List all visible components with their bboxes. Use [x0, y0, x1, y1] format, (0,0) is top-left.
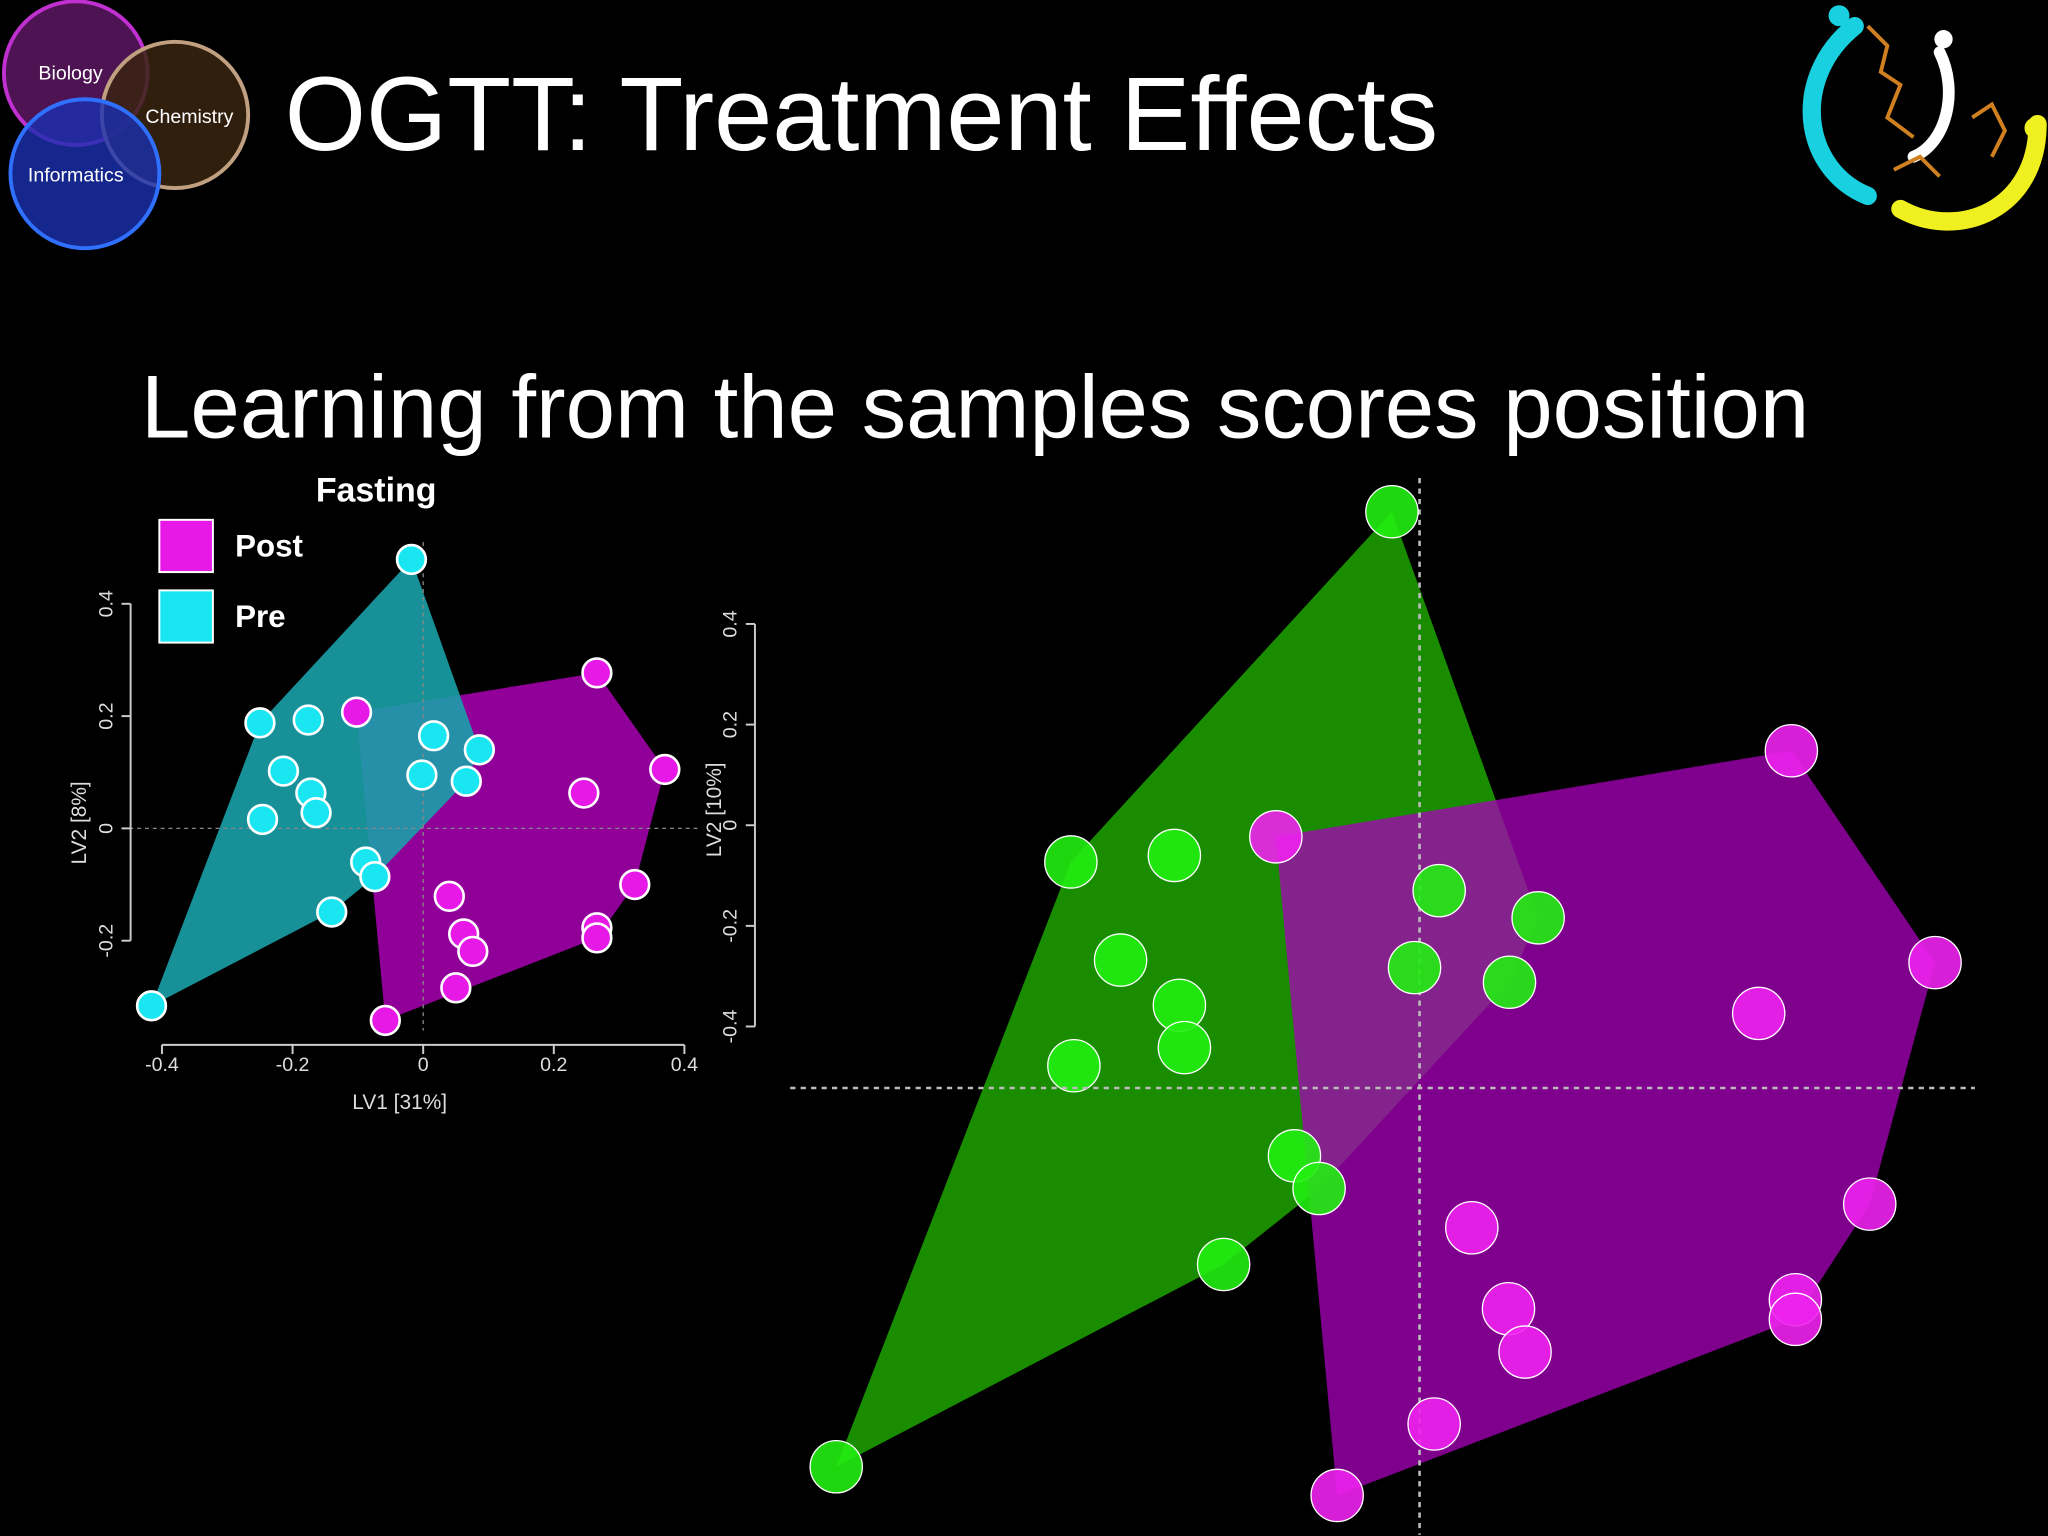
point [433, 880, 465, 913]
y-tick-label: 0 [720, 820, 742, 831]
point [1511, 891, 1565, 945]
logo-molecule [1866, 24, 2008, 178]
plot-area: -0.2 0 0.2 0.4 -0.4 -0.2 0 0.2 0.4 Post Pre [95, 518, 698, 1076]
y-tick-label: 0 [95, 823, 117, 834]
chart-title: Fasting [316, 472, 437, 510]
y-tick-label: 0.2 [95, 702, 117, 729]
point [1292, 1161, 1346, 1216]
point [300, 797, 332, 829]
venn-label: Biology [38, 63, 102, 85]
group-hull [1275, 750, 1936, 1496]
point [1764, 723, 1819, 778]
point [1365, 484, 1419, 539]
point [1093, 933, 1148, 987]
point [1147, 828, 1202, 883]
corner-logo [1802, 5, 2047, 231]
venn-circle [8, 97, 162, 251]
logo-arc [1802, 16, 1877, 206]
point [568, 777, 600, 809]
logo-figure [1907, 46, 1955, 163]
point [457, 935, 489, 968]
point [267, 755, 300, 787]
point [649, 753, 681, 786]
venn-label: Chemistry [145, 106, 233, 128]
point [369, 1004, 401, 1037]
point [1498, 1325, 1552, 1379]
y-tick-label: 0.4 [95, 590, 117, 617]
y-tick-label: 0.4 [720, 610, 742, 637]
x-tick-label: 0.4 [671, 1054, 698, 1076]
point [1157, 1020, 1212, 1075]
legend-swatch [158, 518, 214, 574]
point [406, 759, 438, 791]
point [1249, 810, 1303, 864]
y-tick-label: -0.4 [720, 1010, 742, 1044]
point [1044, 835, 1098, 889]
point [450, 765, 482, 797]
point [809, 1439, 864, 1494]
point [1407, 1397, 1461, 1451]
point [1196, 1237, 1251, 1292]
y-axis-label: LV2 [10%] [703, 762, 726, 857]
point [1445, 1200, 1499, 1255]
point [1310, 1468, 1364, 1523]
venn-label: Informatics [28, 165, 124, 187]
point [1387, 940, 1442, 995]
y-tick-label: 0.2 [720, 711, 742, 738]
slide-subtitle: Learning from the samples scores positio… [141, 358, 1809, 457]
point [1482, 955, 1537, 1009]
y-tick-label: -0.2 [720, 909, 742, 943]
logo-dot [1828, 5, 1850, 27]
logo-arc [1891, 114, 2047, 231]
point [1412, 863, 1466, 918]
venn-logo: Biology Chemistry Informatics [1, 0, 251, 251]
point [581, 657, 613, 689]
x-tick-label: 0 [418, 1054, 429, 1076]
point [395, 543, 428, 576]
point [316, 896, 348, 928]
point [1768, 1292, 1823, 1347]
point [1731, 986, 1786, 1041]
point [340, 696, 373, 728]
logo-dot [2024, 117, 2046, 139]
slide-title: OGTT: Treatment Effects [285, 56, 1438, 173]
x-axis-label: LV1 [31%] [352, 1091, 447, 1114]
logo-dot [1934, 30, 1953, 49]
y-axis-label: LV2 [8%] [68, 781, 91, 864]
point [135, 990, 168, 1022]
point [440, 972, 472, 1004]
x-tick-label: -0.2 [276, 1054, 310, 1076]
point [619, 868, 651, 901]
y-tick-label: -0.2 [95, 924, 117, 958]
point [244, 707, 276, 739]
point [463, 734, 496, 766]
point [359, 861, 391, 893]
legend-swatch [158, 589, 214, 644]
chart-scores: -0.4 -0.2 0 0.2 0.4 LV2 [10%] [703, 478, 1975, 1535]
point [1842, 1177, 1897, 1231]
legend-label: Post [235, 528, 303, 563]
x-tick-label: 0.2 [540, 1054, 567, 1076]
x-tick-label: -0.4 [145, 1054, 179, 1076]
point [1908, 935, 1962, 990]
legend-label: Pre [235, 599, 286, 634]
point [246, 803, 279, 836]
point [1047, 1038, 1101, 1093]
point [292, 704, 324, 736]
plot-area: -0.4 -0.2 0 0.2 0.4 [720, 478, 1962, 1535]
chart-fasting: -0.2 0 0.2 0.4 -0.4 -0.2 0 0.2 0.4 Post Pre Fastin… [68, 472, 698, 1114]
point [581, 922, 613, 954]
point [417, 720, 450, 752]
